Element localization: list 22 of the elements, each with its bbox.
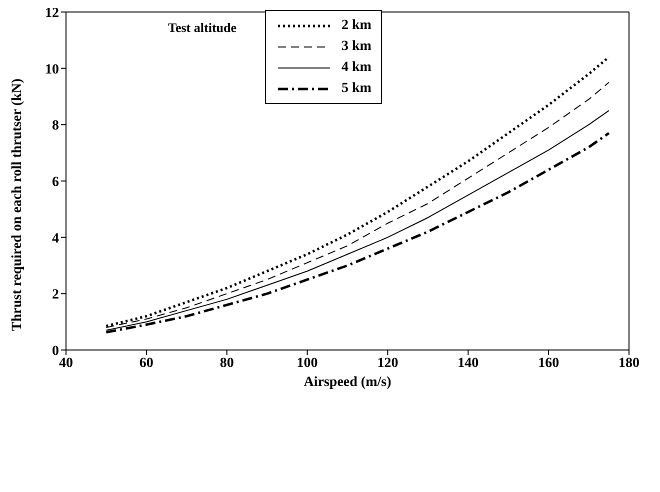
legend-label: 3 km [342, 38, 372, 54]
y-tick-label: 12 [45, 6, 59, 21]
legend-label: 2 km [342, 18, 372, 34]
y-axis-title: Thrust required on each roll thrutser (kN) [10, 78, 25, 331]
y-tick-label: 8 [52, 118, 59, 134]
y-tick-label: 10 [45, 62, 59, 78]
x-tick-label: 60 [139, 356, 154, 371]
x-tick-label: 100 [296, 356, 318, 371]
x-tick-label: 40 [59, 356, 73, 371]
legend-label: 5 km [342, 80, 372, 96]
legend-title: Test altitude [168, 20, 236, 36]
legend-label: 4 km [342, 60, 372, 76]
y-tick-label: 6 [52, 174, 59, 190]
x-tick-label: 140 [458, 356, 479, 371]
x-tick-label: 120 [377, 356, 398, 371]
x-tick-label: 80 [220, 356, 234, 371]
y-tick-label: 4 [52, 231, 59, 246]
x-axis-title: Airspeed (m/s) [304, 375, 392, 390]
x-tick-label: 160 [538, 356, 560, 371]
y-tick-label: 0 [52, 344, 59, 359]
x-tick-label: 180 [618, 356, 640, 371]
y-tick-label: 2 [52, 288, 59, 303]
